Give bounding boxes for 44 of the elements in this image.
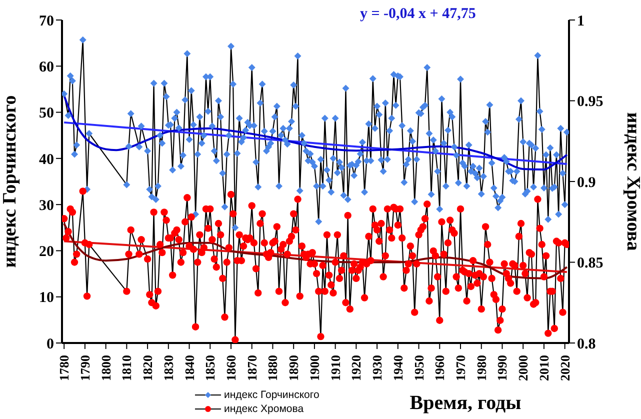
x-tick-label: 1920 [348,355,364,381]
x-tick-label: 1940 [390,355,406,381]
y-tick-label: 50 [39,106,54,122]
y-tick-label: 0 [46,336,54,352]
y-tick-label: 70 [39,13,54,30]
y-tick-label: 40 [39,152,54,168]
x-tick-label: 1790 [77,355,92,381]
x-tick-label: 1830 [160,355,176,381]
y-tick-label: 30 [39,198,54,214]
x-tick-label: 1890 [286,355,302,381]
x-axis-title: Время, годы [410,392,522,414]
y2-tick-label: 1 [577,13,584,30]
x-tick-label: 1840 [182,355,197,381]
x-tick-label: 1800 [98,355,114,381]
x-tick-label: 1990 [494,355,510,381]
annotation: y = -0,04 x + 47,75 [360,6,476,23]
x-tick-label: 1860 [224,355,238,381]
x-tick-label: 2010 [536,355,552,381]
y2-tick-label: 0.85 [577,256,604,272]
y2-tick-label: 0.95 [577,94,604,110]
y2-axis-title: индекс Хромова [622,112,641,252]
x-tick-label: 1780 [56,355,72,381]
x-tick-label: 1900 [306,355,322,381]
y2-tick-label: 0.8 [577,336,596,352]
x-tick-label: 2000 [516,355,531,381]
x-tick-label: 2020 [557,355,572,381]
x-tick-label: 1980 [474,355,489,381]
x-tick-label: 1880 [265,355,280,381]
y-tick-label: 10 [39,290,54,306]
x-tick-label: 1950 [411,355,426,381]
x-tick-label: 1810 [119,355,134,381]
legend-label: индекс Горчинского [224,389,320,401]
y2-tick-label: 0.9 [577,174,596,191]
y-axis-title: индекс Горчинского [0,95,21,268]
x-tick-label: 1910 [328,355,343,381]
x-tick-label: 1870 [244,355,260,381]
x-tick-label: 1970 [453,355,468,381]
x-tick-label: 1820 [140,355,156,381]
y-tick-label: 60 [39,59,54,76]
x-tick-label: 1960 [432,355,448,381]
y-tick-label: 20 [39,244,54,260]
legend-label: индекс Хромова [224,403,304,415]
x-tick-label: 1850 [202,355,218,381]
x-tick-label: 1930 [370,355,385,381]
